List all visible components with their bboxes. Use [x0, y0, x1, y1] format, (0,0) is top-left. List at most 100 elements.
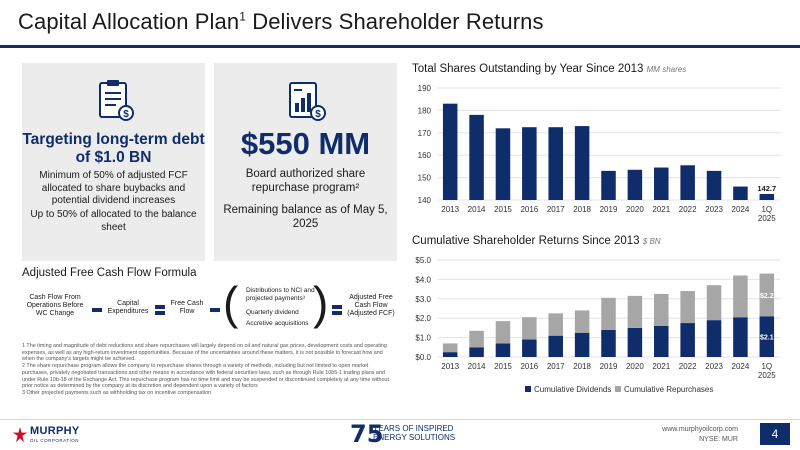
- equals-bar-bottom-2: [332, 311, 342, 315]
- y-tick-label: $1.0: [415, 334, 431, 343]
- x-tick-label: 2020: [626, 362, 644, 371]
- bar: [680, 165, 695, 200]
- x-tick-label: 2018: [573, 362, 591, 371]
- bar: [442, 103, 458, 200]
- x-tick-label: 2023: [705, 362, 723, 371]
- dividends-bar: [469, 347, 484, 357]
- dividends-bar: [733, 317, 748, 357]
- x-tick-label: 2021: [652, 362, 670, 371]
- formula-fcf: Free Cash Flow: [170, 300, 204, 315]
- x-tick-label: 2013: [441, 362, 459, 371]
- equals-bar-bottom: [155, 311, 165, 315]
- formula-item: Quarterly dividend: [246, 309, 299, 316]
- repurchases-bar: [733, 275, 748, 318]
- y-tick-label: $4.0: [415, 275, 431, 284]
- x-tick-label: 2017: [547, 205, 565, 214]
- repurchases-bar: [601, 297, 616, 330]
- formula-adjusted: Adjusted Free Cash Flow (Adjusted FCF): [347, 294, 395, 317]
- dividends-bar: [627, 327, 643, 357]
- x-tick-label: 2019: [600, 362, 618, 371]
- shares-chart: 140 150 160 170 180 190 2013 2014 2015 2016 2017 20…: [418, 84, 780, 223]
- dividends-bar: [495, 343, 511, 357]
- x-tick-label: 2014: [468, 362, 486, 371]
- company-sub: OIL CORPORATION: [30, 438, 80, 443]
- y-tick-label: $2.0: [415, 314, 431, 323]
- x-tick-label: 2016: [520, 362, 538, 371]
- y-tick-label: $5.0: [415, 256, 431, 265]
- dividends-bar: [548, 335, 563, 357]
- repurchases-bar: [627, 295, 643, 328]
- repurchase-card: $ $550 MM Board authorized share repurch…: [214, 63, 397, 261]
- website-link[interactable]: www.murphyoilcorp.com: [662, 426, 738, 433]
- equals-bar-top: [155, 305, 165, 309]
- dividends-bar: [654, 325, 669, 357]
- bar: [733, 186, 748, 200]
- x-tick-label: 2025: [758, 214, 776, 223]
- x-tick-label: 2017: [547, 362, 565, 371]
- debt-target-text-2: Up to 50% of allocated to the balance sh…: [30, 209, 197, 233]
- bar: [654, 167, 669, 200]
- repurchases-bar: [654, 293, 669, 326]
- repurchases-bar: [442, 343, 458, 353]
- y-tick-label: 160: [418, 151, 432, 160]
- repurchases-bar: [522, 317, 537, 340]
- svg-text:$: $: [123, 109, 129, 120]
- formula-item: Accretive acquisitions: [246, 320, 309, 327]
- legend-swatch-dividends: [525, 386, 531, 392]
- x-tick-label: 2025: [758, 371, 776, 380]
- formula-title: Adjusted Free Cash Flow Formula: [22, 267, 197, 279]
- x-tick-label: 2021: [652, 205, 670, 214]
- x-tick-label: 2023: [705, 205, 723, 214]
- x-tick-label: 2019: [600, 205, 618, 214]
- x-tick-label: 2024: [732, 205, 750, 214]
- footer-rule: [0, 419, 800, 420]
- y-tick-label: 150: [418, 174, 432, 183]
- dividends-bar: [601, 329, 616, 357]
- formula-item: Distributions to NCI and projected payme…: [246, 287, 315, 302]
- debt-target-card: $ Targeting long-term debt of $1.0 BN Mi…: [22, 63, 205, 261]
- repurchase-text-1: Board authorized share repurchase progra…: [245, 168, 366, 194]
- footnote: 1 The timing and magnitude of debt reduc…: [22, 343, 387, 363]
- minus-sign-2: [210, 308, 220, 312]
- repurchase-amount: $550 MM: [240, 126, 371, 161]
- dividends-bar: [522, 339, 537, 357]
- ticker: NYSE: MUR: [699, 436, 738, 443]
- dividends-bar: [706, 320, 722, 357]
- formula-deductions: Distributions to NCI and projected payme…: [246, 287, 332, 329]
- x-tick-label: 2022: [679, 362, 697, 371]
- y-tick-label: 180: [418, 106, 432, 115]
- x-tick-label: 2014: [468, 205, 486, 214]
- debt-target-text-1: Minimum of 50% of adjusted FCF allocated…: [39, 170, 188, 206]
- repurchases-bar: [574, 310, 590, 333]
- x-tick-label: 2013: [441, 205, 459, 214]
- legend-label: Cumulative Repurchases: [624, 385, 713, 394]
- dividends-bar: [574, 332, 590, 357]
- equals-bar-top-2: [332, 305, 342, 309]
- data-label: $2.1: [760, 335, 774, 342]
- repurchases-bar: [759, 273, 775, 317]
- bar: [759, 193, 775, 200]
- dividends-bar: [442, 352, 458, 357]
- bar: [574, 126, 590, 200]
- legend-swatch-repurchases: [615, 386, 621, 392]
- x-tick-label: 1Q: [761, 362, 772, 371]
- money-chart-icon: $: [288, 82, 326, 121]
- bar: [522, 127, 537, 200]
- footnote: 2 The share repurchase program allows th…: [22, 363, 389, 390]
- anniversary-line-1: YEARS OF INSPIRED: [373, 424, 454, 433]
- shares-chart-title: Total Shares Outstanding by Year Since 2…: [412, 63, 687, 75]
- bar: [601, 170, 616, 200]
- x-tick-label: 2016: [520, 205, 538, 214]
- bar: [627, 169, 643, 200]
- x-tick-label: 2024: [732, 362, 750, 371]
- returns-chart: $0.0 $1.0 $2.0 $3.0 $4.0 $5.0 2013 2014 2015 2016…: [415, 256, 780, 394]
- legend-label: Cumulative Dividends: [534, 385, 611, 394]
- x-tick-label: 2018: [573, 205, 591, 214]
- y-tick-label: 170: [418, 129, 432, 138]
- bar: [548, 127, 563, 200]
- repurchases-bar: [548, 313, 563, 336]
- close-paren: ): [313, 277, 329, 329]
- murphy-logo-icon: [12, 427, 28, 443]
- returns-chart-title: Cumulative Shareholder Returns Since 201…: [412, 235, 661, 247]
- site-info: www.murphyoilcorp.com NYSE: MUR: [662, 425, 738, 445]
